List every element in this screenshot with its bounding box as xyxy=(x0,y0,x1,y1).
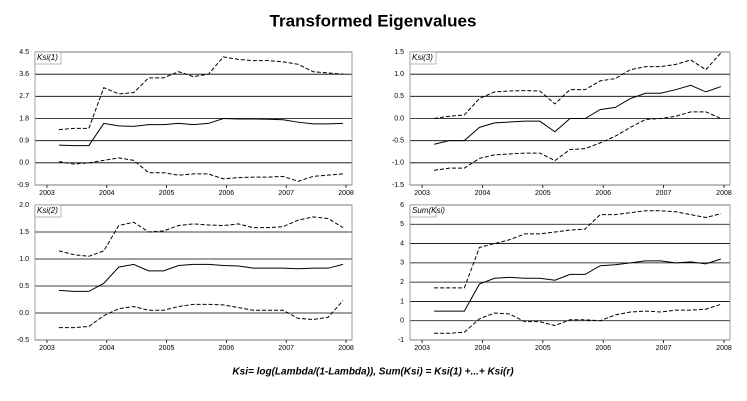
plot-frame xyxy=(409,51,731,186)
panel-title-box xyxy=(34,51,62,65)
plot-frame xyxy=(34,51,353,186)
x-tick-label: 2005 xyxy=(535,345,551,352)
y-tick-label: 1.5 xyxy=(19,229,29,236)
x-tick-label: 2005 xyxy=(159,190,175,197)
y-tick-label: -0.5 xyxy=(17,337,29,344)
panel-title: Ksi(3) xyxy=(412,53,433,62)
series-line xyxy=(58,157,344,182)
y-tick-label: 0 xyxy=(400,318,404,325)
series-line xyxy=(58,216,344,257)
x-tick-label: 2007 xyxy=(656,345,672,352)
series-line xyxy=(434,303,722,334)
y-tick-label: 1 xyxy=(400,298,404,305)
series-line xyxy=(434,111,722,171)
series-line xyxy=(58,117,344,147)
x-tick-label: 2003 xyxy=(39,190,55,197)
y-tick-label: 3 xyxy=(400,260,404,267)
x-tick-label: 2008 xyxy=(716,190,732,197)
figure-title: Transformed Eigenvalues xyxy=(270,11,477,30)
y-tick-label: -1.5 xyxy=(392,182,404,189)
x-tick-label: 2008 xyxy=(338,345,354,352)
panel-title: Ksi(1) xyxy=(37,53,58,62)
y-tick-label: -0.9 xyxy=(17,182,29,189)
y-tick-label: -1 xyxy=(398,337,404,344)
x-tick-label: 2004 xyxy=(475,190,491,197)
x-tick-label: 2005 xyxy=(535,190,551,197)
y-tick-label: 5 xyxy=(400,221,404,228)
x-tick-label: 2005 xyxy=(159,345,175,352)
panel-title-box xyxy=(409,204,437,218)
x-tick-label: 2003 xyxy=(414,345,430,352)
y-tick-label: 1.0 xyxy=(394,71,404,78)
panel-title: Ksi(2) xyxy=(37,206,58,215)
footnote: Ksi= log(Lambda/(1-Lambda)), Sum(Ksi) = … xyxy=(232,367,514,378)
y-tick-label: 0.0 xyxy=(19,310,29,317)
x-tick-label: 2006 xyxy=(219,190,235,197)
y-tick-label: 0.0 xyxy=(19,160,29,167)
series-line xyxy=(434,84,722,145)
x-tick-label: 2003 xyxy=(39,345,55,352)
y-tick-label: 3.6 xyxy=(19,71,29,78)
y-tick-label: 2.7 xyxy=(19,93,29,100)
y-tick-label: 2 xyxy=(400,279,404,286)
x-tick-label: 2006 xyxy=(219,345,235,352)
plot-frame xyxy=(409,204,731,341)
y-tick-label: 2.0 xyxy=(19,202,29,209)
x-tick-label: 2008 xyxy=(338,190,354,197)
x-tick-label: 2004 xyxy=(99,345,115,352)
series-line xyxy=(58,300,344,329)
y-tick-label: -1.0 xyxy=(392,160,404,167)
x-tick-label: 2003 xyxy=(414,190,430,197)
series-line xyxy=(434,210,722,289)
y-tick-label: 1.0 xyxy=(19,256,29,263)
y-tick-label: 0.5 xyxy=(394,93,404,100)
y-tick-label: 4.5 xyxy=(19,49,29,56)
x-tick-label: 2004 xyxy=(475,345,491,352)
y-tick-label: 0.0 xyxy=(394,115,404,122)
y-tick-label: 0.9 xyxy=(19,138,29,145)
y-tick-label: 1.8 xyxy=(19,115,29,122)
x-tick-label: 2007 xyxy=(656,190,672,197)
panel-title: Sum(Ksi) xyxy=(412,206,445,215)
x-tick-label: 2008 xyxy=(716,345,732,352)
y-tick-label: 0.5 xyxy=(19,283,29,290)
y-tick-label: 4 xyxy=(400,240,404,247)
x-tick-label: 2004 xyxy=(99,190,115,197)
panel-title-box xyxy=(409,51,437,65)
x-tick-label: 2007 xyxy=(278,345,294,352)
panel-title-box xyxy=(34,204,62,218)
x-tick-label: 2007 xyxy=(278,190,294,197)
y-tick-label: 6 xyxy=(400,202,404,209)
x-tick-label: 2006 xyxy=(595,190,611,197)
series-line xyxy=(58,56,344,131)
plot-frame xyxy=(34,204,353,341)
x-tick-label: 2006 xyxy=(595,345,611,352)
series-line xyxy=(58,263,344,292)
y-tick-label: 1.5 xyxy=(394,49,404,56)
y-tick-label: -0.5 xyxy=(392,138,404,145)
series-line xyxy=(434,258,722,312)
series-line xyxy=(434,52,722,119)
